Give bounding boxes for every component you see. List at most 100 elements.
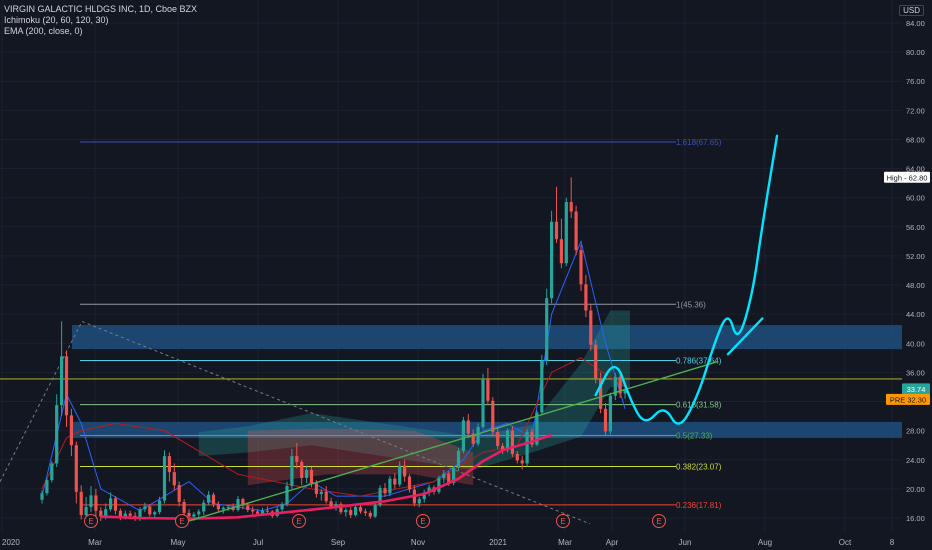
candle-body — [118, 510, 122, 517]
candle-body — [491, 400, 495, 433]
earnings-marker[interactable]: E — [556, 514, 570, 528]
trendline[interactable] — [188, 360, 719, 522]
candle — [89, 485, 93, 513]
price-axis[interactable]: 16.0020.0024.0028.0032.0036.0040.0044.00… — [902, 0, 932, 550]
candle — [324, 485, 328, 504]
candle-body — [74, 445, 78, 492]
candle — [202, 499, 206, 516]
price-tick-label: 44.00 — [906, 310, 925, 319]
candle-body — [285, 485, 289, 505]
candle — [603, 402, 608, 436]
candle-body — [89, 495, 93, 508]
candle — [354, 504, 358, 517]
candle-body — [505, 430, 510, 451]
candle-body — [378, 488, 382, 505]
candle — [349, 507, 353, 518]
candle-body — [447, 473, 451, 484]
price-tick-label: 52.00 — [906, 252, 925, 261]
symbol-title[interactable]: VIRGIN GALACTIC HLDGS INC, 1D, Cboe BZX — [4, 4, 198, 14]
candle-body — [540, 360, 544, 413]
candle — [594, 339, 598, 384]
candle — [45, 477, 49, 496]
candle-body — [373, 504, 377, 517]
projection-drawing[interactable] — [594, 134, 779, 425]
candle-body — [162, 456, 167, 501]
time-tick-label: Apr — [606, 538, 619, 547]
price-label: PRE 32.30 — [886, 393, 930, 405]
time-tick-label: Jun — [679, 538, 692, 547]
candle-body — [554, 221, 559, 240]
candle-body — [167, 456, 171, 473]
candle-body — [260, 510, 265, 514]
candle-body — [265, 510, 269, 512]
earnings-marker[interactable]: E — [292, 514, 306, 528]
candle-body — [334, 504, 338, 507]
candle-body — [623, 389, 627, 394]
candle-body — [221, 507, 225, 510]
candle-body — [148, 506, 152, 515]
projection-line[interactable] — [726, 317, 764, 356]
price-label-text: High - 62.80 — [887, 173, 928, 182]
time-axis[interactable]: 2020 Mar May Jul Sep Nov 2021 Mar Apr Jun Aug Oct 8 — [0, 532, 932, 550]
projection-path[interactable] — [594, 134, 779, 425]
candle — [207, 491, 211, 505]
candle — [417, 496, 421, 508]
candle-body — [319, 491, 323, 494]
ema-indicator-label[interactable]: EMA (200, close, 0) — [4, 26, 83, 36]
candle — [339, 501, 343, 515]
candle-body — [515, 453, 519, 461]
candle-body — [158, 500, 162, 513]
currency-label[interactable]: USD — [899, 5, 924, 16]
candle-body — [339, 504, 343, 513]
candle-body — [564, 202, 568, 264]
candle-body — [407, 476, 412, 490]
candle — [158, 496, 162, 515]
candle — [525, 429, 529, 467]
time-tick-label: Nov — [411, 538, 425, 547]
candle — [545, 288, 549, 366]
candle-body — [99, 510, 103, 517]
earnings-label: E — [296, 517, 301, 526]
candle-body — [231, 507, 235, 510]
candle-body — [442, 473, 446, 478]
price-label: High - 62.80 — [884, 171, 930, 183]
earnings-marker[interactable]: E — [84, 514, 98, 528]
price-tick-label: 56.00 — [906, 223, 925, 232]
fib-level-label: 0.236(17.81) — [676, 501, 722, 510]
candle — [300, 459, 304, 486]
fib-level-label: 1(45.36) — [676, 300, 706, 309]
price-zone[interactable] — [72, 325, 902, 350]
candle — [476, 423, 480, 446]
earnings-marker[interactable]: E — [416, 514, 430, 528]
candle — [442, 469, 446, 484]
candle-body — [613, 376, 617, 396]
price-label-text: 33.74 — [907, 385, 926, 394]
candle-body — [368, 512, 372, 517]
candle-body — [79, 491, 83, 516]
candle — [373, 503, 377, 518]
candle-body — [550, 221, 554, 299]
candle — [520, 456, 524, 470]
candle — [383, 483, 387, 497]
fib-level-label: 0.618(31.58) — [676, 401, 722, 410]
candle-body — [594, 344, 598, 379]
support-trendline[interactable] — [188, 360, 719, 522]
candle — [113, 496, 118, 515]
candle — [403, 459, 407, 482]
ichimoku-indicator-label[interactable]: Ichimoku (20, 60, 120, 30) — [4, 15, 109, 25]
candle — [60, 321, 64, 417]
price-tick-label: 28.00 — [906, 427, 925, 436]
dashed-line[interactable] — [81, 320, 591, 525]
plot-area[interactable]: 1.618(67.65) 1(45.36) 0.786(37.64) 0.618(31… — [0, 0, 902, 532]
price-tick-label: 84.00 — [906, 19, 925, 28]
dashed-trendline[interactable] — [0, 320, 591, 525]
earnings-marker[interactable]: E — [175, 514, 189, 528]
candle — [319, 488, 323, 501]
earnings-marker[interactable]: E — [652, 514, 666, 528]
candle-body — [128, 513, 132, 516]
time-tick-label: Jul — [253, 538, 263, 547]
fib-level-label: 0.5(27.33) — [676, 432, 713, 441]
candle-body — [50, 463, 54, 481]
